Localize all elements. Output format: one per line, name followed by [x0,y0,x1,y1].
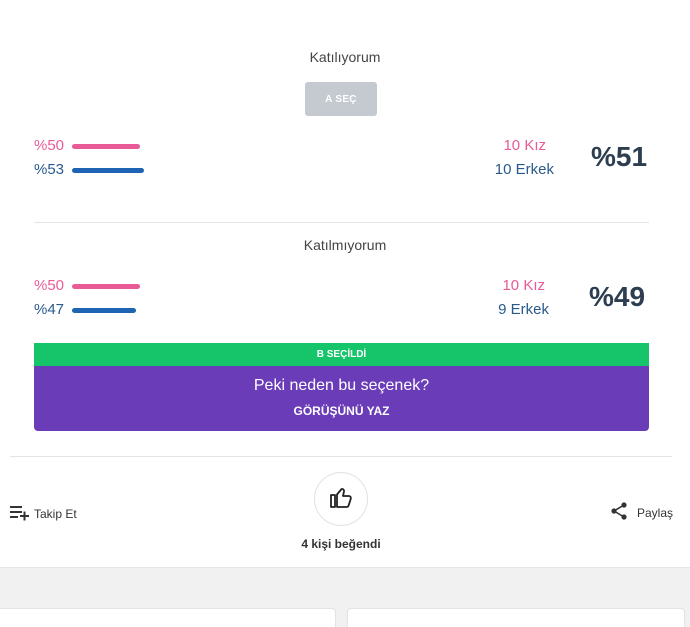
option-b-female-pct: %50 [34,277,65,294]
share-button[interactable]: Paylaş [609,501,673,524]
thumbs-up-icon [329,485,353,514]
follow-button[interactable]: Takip Et [10,503,77,524]
option-a-female-count: 10 Kız [503,137,546,154]
comment-prompt-question: Peki neden bu seçenek? [253,377,430,394]
option-a-female-pct: %50 [34,137,65,154]
write-opinion-button[interactable]: GÖRÜŞÜNÜ YAZ [293,404,390,418]
comment-prompt[interactable]: Peki neden bu seçenek? GÖRÜŞÜNÜ YAZ [34,366,649,431]
option-a-total-pct: %51 [591,141,648,172]
option-b-selected-banner: B SEÇİLDİ [34,343,649,366]
option-a-title: Katılıyorum [309,49,381,65]
option-b-male-count: 9 Erkek [498,301,549,318]
like-button[interactable] [314,472,368,526]
option-a-female-bar [72,144,140,149]
likes-count: 4 kişi beğendi [301,537,381,551]
share-icon [609,501,629,524]
option-b-male-bar [72,308,136,313]
related-card[interactable] [0,608,336,627]
option-b-male-pct: %47 [34,301,65,318]
option-divider [34,222,649,223]
share-label: Paylaş [636,505,673,520]
option-a-male-bar [72,168,144,173]
option-b-total-pct: %49 [589,281,646,312]
option-a-male-count: 10 Erkek [494,161,554,178]
option-a-male-pct: %53 [34,161,65,178]
actions-divider [10,456,672,457]
playlist-add-icon [10,503,30,524]
option-b-female-count: 10 Kız [502,277,545,294]
choose-a-button[interactable]: A SEÇ [305,82,377,116]
option-b-title: Katılmıyorum [303,237,387,253]
option-b-female-bar [72,284,140,289]
follow-label: Takip Et [34,506,77,521]
related-card[interactable] [347,608,685,627]
